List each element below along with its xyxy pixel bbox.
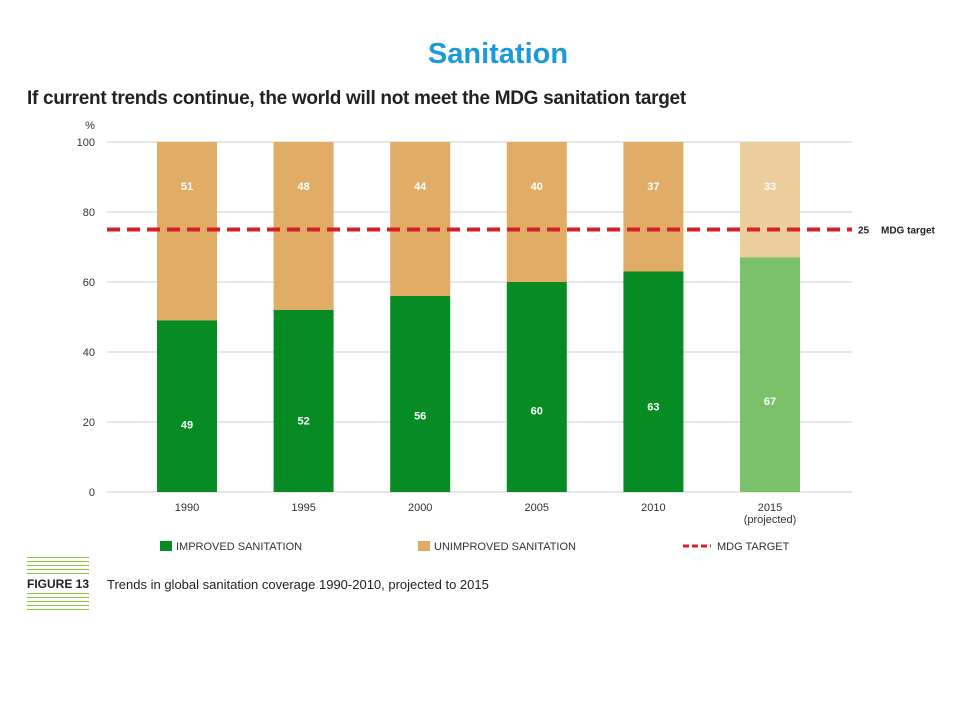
x-tick-sublabel: (projected) (744, 514, 797, 526)
x-tick-label: 2010 (641, 502, 665, 514)
bar-value-label: 67 (764, 396, 776, 408)
figure-badge: FIGURE 13 (27, 557, 92, 613)
x-axis: 1990 1995 2000 2005 2010 2015(projected) (175, 502, 797, 526)
grid-lines (107, 141, 852, 493)
bar-unimproved-2000 (390, 142, 451, 296)
bar-value-label: 63 (647, 401, 659, 413)
bar-value-label: 60 (531, 405, 543, 417)
y-axis-unit: % (85, 120, 95, 132)
legend-mdg-target-label: MDG TARGET (717, 541, 790, 553)
legend: IMPROVED SANITATION UNIMPROVED SANITATION… (160, 541, 790, 553)
bar-value-label: 56 (414, 410, 426, 422)
bar-improved-1995 (273, 310, 334, 492)
x-tick-label: 2015 (758, 502, 782, 514)
bar-improved-2005 (506, 282, 567, 492)
legend-improved-label: IMPROVED SANITATION (176, 541, 302, 553)
figure-caption: Trends in global sanitation coverage 199… (107, 577, 489, 592)
y-tick-label: 20 (83, 417, 95, 429)
bar-value-label: 33 (764, 181, 776, 193)
mdg-target-value: 25 (858, 226, 870, 237)
bar-value-label: 40 (531, 181, 543, 193)
bar-improved-2000 (390, 296, 451, 492)
figure-number: FIGURE 13 (27, 577, 92, 592)
bar-value-label: 52 (297, 416, 309, 428)
mdg-target-label: MDG target (881, 226, 936, 237)
bar-improved-2015 (740, 257, 800, 492)
bar-improved-2010 (623, 271, 684, 492)
x-tick-label: 1990 (175, 502, 199, 514)
legend-improved-swatch (160, 541, 172, 551)
x-tick-label: 2000 (408, 502, 432, 514)
bar-unimproved-1995 (273, 142, 334, 310)
bar-value-label: 44 (414, 181, 427, 193)
y-tick-label: 0 (89, 487, 95, 499)
x-tick-label: 2005 (525, 502, 549, 514)
y-tick-label: 80 (83, 207, 95, 219)
bar-value-label: 51 (181, 181, 193, 193)
x-tick-label: 1995 (291, 502, 315, 514)
bar-value-label: 49 (181, 420, 193, 432)
legend-unimproved-swatch (418, 541, 430, 551)
bar-unimproved-2005 (506, 142, 567, 282)
y-tick-label: 100 (77, 137, 95, 149)
bar-value-label: 37 (647, 181, 659, 193)
mdg-target-line-group: 25 MDG target (107, 226, 936, 237)
y-tick-label: 40 (83, 347, 95, 359)
chart-title: If current trends continue, the world wi… (27, 88, 686, 109)
bar-unimproved-2010 (623, 142, 684, 272)
bar-unimproved-2015 (740, 142, 800, 258)
bar-value-label: 48 (297, 181, 309, 193)
bars: 49 51 52 48 56 44 60 40 63 37 67 33 (157, 142, 800, 492)
y-axis: 0 20 40 60 80 100 (77, 137, 95, 499)
legend-unimproved-label: UNIMPROVED SANITATION (434, 541, 576, 553)
slide-title: Sanitation (427, 38, 569, 70)
bar-improved-1990 (157, 320, 217, 492)
y-tick-label: 60 (83, 277, 95, 289)
